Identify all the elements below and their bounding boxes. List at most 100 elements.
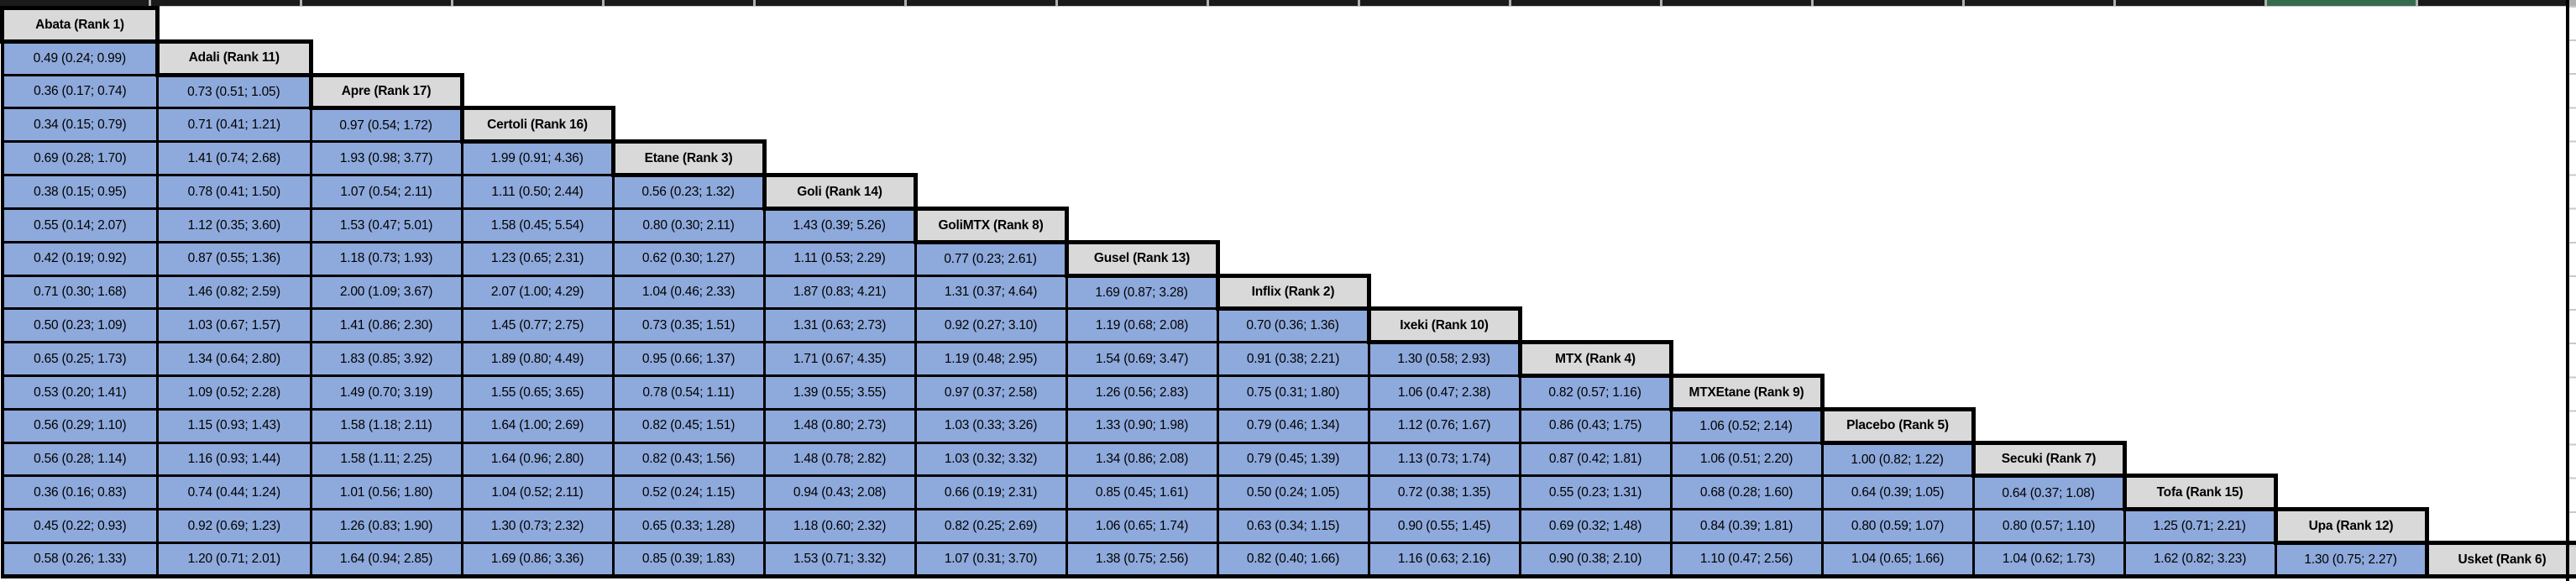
empty-cell[interactable] [1671,208,1822,242]
effect-estimate-cell[interactable]: 1.03 (0.32; 3.32) [914,441,1068,478]
empty-cell[interactable] [1369,175,1520,209]
treatment-name-cell[interactable]: Goli (Rank 14) [762,173,918,211]
empty-cell[interactable] [1217,142,1369,175]
effect-estimate-cell[interactable]: 0.50 (0.23; 1.09) [0,307,159,344]
effect-estimate-cell[interactable]: 1.16 (0.93; 1.44) [156,441,312,478]
empty-cell[interactable] [1369,242,1520,275]
treatment-name-cell[interactable]: Etane (Rank 3) [610,139,767,178]
effect-estimate-cell[interactable]: 0.55 (0.14; 2.07) [0,207,159,243]
empty-cell[interactable] [2124,409,2275,442]
empty-cell[interactable] [1973,8,2124,42]
effect-estimate-cell[interactable]: 0.95 (0.66; 1.37) [611,341,766,377]
empty-cell[interactable] [1369,41,1520,75]
empty-cell[interactable] [1973,309,2124,343]
empty-cell[interactable] [1973,175,2124,209]
effect-estimate-cell[interactable]: 1.18 (0.60; 2.32) [762,508,917,544]
effect-estimate-cell[interactable]: 0.82 (0.57; 1.16) [1518,374,1673,411]
empty-cell[interactable] [2124,242,2275,275]
effect-estimate-cell[interactable]: 1.58 (1.11; 2.25) [309,441,463,478]
effect-estimate-cell[interactable]: 1.26 (0.56; 2.83) [1065,374,1219,411]
effect-estimate-cell[interactable]: 1.64 (0.94; 2.85) [309,542,463,578]
empty-cell[interactable] [2275,175,2427,209]
empty-cell[interactable] [1973,275,2124,309]
empty-cell[interactable] [2124,208,2275,242]
effect-estimate-cell[interactable]: 2.07 (1.00; 4.29) [460,274,615,311]
effect-estimate-cell[interactable]: 1.11 (0.53; 2.29) [762,240,917,277]
empty-cell[interactable] [1217,75,1369,108]
effect-estimate-cell[interactable]: 0.52 (0.24; 1.15) [611,474,766,511]
empty-cell[interactable] [311,8,462,42]
effect-estimate-cell[interactable]: 1.01 (0.56; 1.80) [309,474,463,511]
effect-estimate-cell[interactable]: 0.69 (0.28; 1.70) [0,140,159,177]
effect-estimate-cell[interactable]: 0.36 (0.17; 0.74) [0,73,159,110]
effect-estimate-cell[interactable]: 1.34 (0.64; 2.80) [156,341,312,377]
empty-cell[interactable] [1822,375,1973,409]
empty-cell[interactable] [1822,242,1973,275]
empty-cell[interactable] [1520,309,1671,343]
effect-estimate-cell[interactable]: 0.42 (0.19; 0.92) [0,240,159,277]
effect-estimate-cell[interactable]: 1.62 (0.82; 3.23) [2123,542,2277,578]
effect-estimate-cell[interactable]: 1.38 (0.75; 2.56) [1065,542,1219,578]
empty-cell[interactable] [2427,242,2576,275]
empty-cell[interactable] [2427,409,2576,442]
effect-estimate-cell[interactable]: 1.89 (0.80; 4.49) [460,341,615,377]
effect-estimate-cell[interactable]: 1.69 (0.87; 3.28) [1065,274,1219,311]
effect-estimate-cell[interactable]: 0.73 (0.51; 1.05) [156,73,312,110]
effect-estimate-cell[interactable]: 1.04 (0.46; 2.33) [611,274,766,311]
effect-estimate-cell[interactable]: 1.23 (0.65; 2.31) [460,240,615,277]
effect-estimate-cell[interactable]: 0.65 (0.33; 1.28) [611,508,766,544]
empty-cell[interactable] [1369,142,1520,175]
empty-cell[interactable] [2427,476,2576,510]
effect-estimate-cell[interactable]: 0.65 (0.25; 1.73) [0,341,159,377]
effect-estimate-cell[interactable]: 0.58 (0.26; 1.33) [0,542,159,578]
treatment-name-cell[interactable]: Certoli (Rank 16) [459,106,615,144]
empty-cell[interactable] [2124,175,2275,209]
empty-cell[interactable] [2275,8,2427,42]
treatment-name-cell[interactable]: Inflix (Rank 2) [1215,273,1371,311]
effect-estimate-cell[interactable]: 1.48 (0.80; 2.73) [762,407,917,444]
empty-cell[interactable] [1973,375,2124,409]
empty-cell[interactable] [2124,343,2275,376]
effect-estimate-cell[interactable]: 1.55 (0.65; 3.65) [460,374,615,411]
empty-cell[interactable] [1671,8,1822,42]
effect-estimate-cell[interactable]: 0.49 (0.24; 0.99) [0,39,159,76]
treatment-name-cell[interactable]: GoliMTX (Rank 8) [913,206,1069,244]
empty-cell[interactable] [1973,409,2124,442]
empty-cell[interactable] [1822,142,1973,175]
effect-estimate-cell[interactable]: 1.53 (0.47; 5.01) [309,207,463,243]
effect-estimate-cell[interactable]: 0.94 (0.43; 2.08) [762,474,917,511]
effect-estimate-cell[interactable]: 1.18 (0.73; 1.93) [309,240,463,277]
empty-cell[interactable] [764,8,915,42]
empty-cell[interactable] [2124,275,2275,309]
effect-estimate-cell[interactable]: 0.36 (0.16; 0.83) [0,474,159,511]
empty-cell[interactable] [1671,142,1822,175]
effect-estimate-cell[interactable]: 1.12 (0.76; 1.67) [1367,407,1521,444]
empty-cell[interactable] [1520,108,1671,142]
empty-cell[interactable] [2275,409,2427,442]
empty-cell[interactable] [613,75,764,108]
empty-cell[interactable] [613,8,764,42]
empty-cell[interactable] [2275,476,2427,510]
empty-cell[interactable] [2275,343,2427,376]
empty-cell[interactable] [2427,375,2576,409]
treatment-name-cell[interactable]: Adali (Rank 11) [155,39,313,77]
effect-estimate-cell[interactable]: 1.87 (0.83; 4.21) [762,274,917,311]
empty-cell[interactable] [1369,108,1520,142]
effect-estimate-cell[interactable]: 1.09 (0.52; 2.28) [156,374,312,411]
empty-cell[interactable] [311,41,462,75]
empty-cell[interactable] [2124,142,2275,175]
effect-estimate-cell[interactable]: 0.82 (0.25; 2.69) [914,508,1068,544]
empty-cell[interactable] [915,108,1066,142]
effect-estimate-cell[interactable]: 1.41 (0.74; 2.68) [156,140,312,177]
empty-cell[interactable] [764,108,915,142]
empty-cell[interactable] [2275,309,2427,343]
empty-cell[interactable] [1520,175,1671,209]
effect-estimate-cell[interactable]: 0.56 (0.29; 1.10) [0,407,159,444]
treatment-name-cell[interactable]: Upa (Rank 12) [2273,507,2429,545]
effect-estimate-cell[interactable]: 0.38 (0.15; 0.95) [0,174,159,210]
effect-estimate-cell[interactable]: 1.30 (0.75; 2.27) [2274,542,2428,578]
effect-estimate-cell[interactable]: 0.87 (0.55; 1.36) [156,240,312,277]
effect-estimate-cell[interactable]: 1.83 (0.85; 3.92) [309,341,463,377]
effect-estimate-cell[interactable]: 1.48 (0.78; 2.82) [762,441,917,478]
effect-estimate-cell[interactable]: 1.71 (0.67; 4.35) [762,341,917,377]
